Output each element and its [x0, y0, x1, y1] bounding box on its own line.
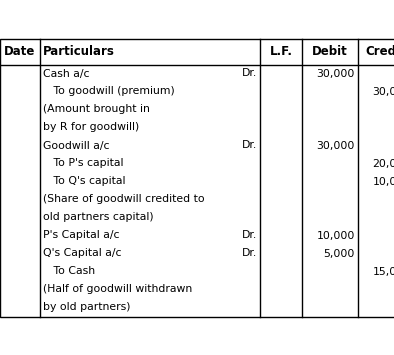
Text: To Q's capital: To Q's capital	[43, 176, 126, 186]
Text: 10,000: 10,000	[373, 176, 394, 186]
Text: To P's capital: To P's capital	[43, 158, 123, 169]
Text: To goodwill (premium): To goodwill (premium)	[43, 87, 175, 97]
Text: 15,000: 15,000	[373, 267, 394, 277]
Text: (Share of goodwill credited to: (Share of goodwill credited to	[43, 195, 204, 204]
Text: Particulars: Particulars	[43, 45, 115, 58]
Text: by old partners): by old partners)	[43, 302, 130, 312]
Text: Dr.: Dr.	[242, 248, 257, 258]
Text: Dr.: Dr.	[242, 141, 257, 151]
Text: Dr.: Dr.	[242, 230, 257, 240]
Text: Credit: Credit	[366, 45, 394, 58]
Text: P's Capital a/c: P's Capital a/c	[43, 230, 119, 240]
Text: Cash a/c: Cash a/c	[43, 69, 89, 78]
Text: 5,000: 5,000	[323, 248, 355, 258]
Bar	[0, 38, 394, 317]
Text: (Half of goodwill withdrawn: (Half of goodwill withdrawn	[43, 284, 192, 295]
Text: by R for goodwill): by R for goodwill)	[43, 122, 139, 132]
Text: (Amount brought in: (Amount brought in	[43, 104, 150, 115]
Text: 30,000: 30,000	[317, 69, 355, 78]
Text: To Cash: To Cash	[43, 267, 95, 277]
Text: 10,000: 10,000	[317, 230, 355, 240]
Text: 20,000: 20,000	[373, 158, 394, 169]
Text: Goodwill a/c: Goodwill a/c	[43, 141, 110, 151]
Text: Date: Date	[4, 45, 36, 58]
Text: 30,000: 30,000	[373, 87, 394, 97]
Text: Debit: Debit	[312, 45, 348, 58]
Text: Dr.: Dr.	[242, 69, 257, 78]
Text: Q's Capital a/c: Q's Capital a/c	[43, 248, 121, 258]
Text: old partners capital): old partners capital)	[43, 213, 154, 223]
Text: 30,000: 30,000	[317, 141, 355, 151]
Text: L.F.: L.F.	[269, 45, 292, 58]
